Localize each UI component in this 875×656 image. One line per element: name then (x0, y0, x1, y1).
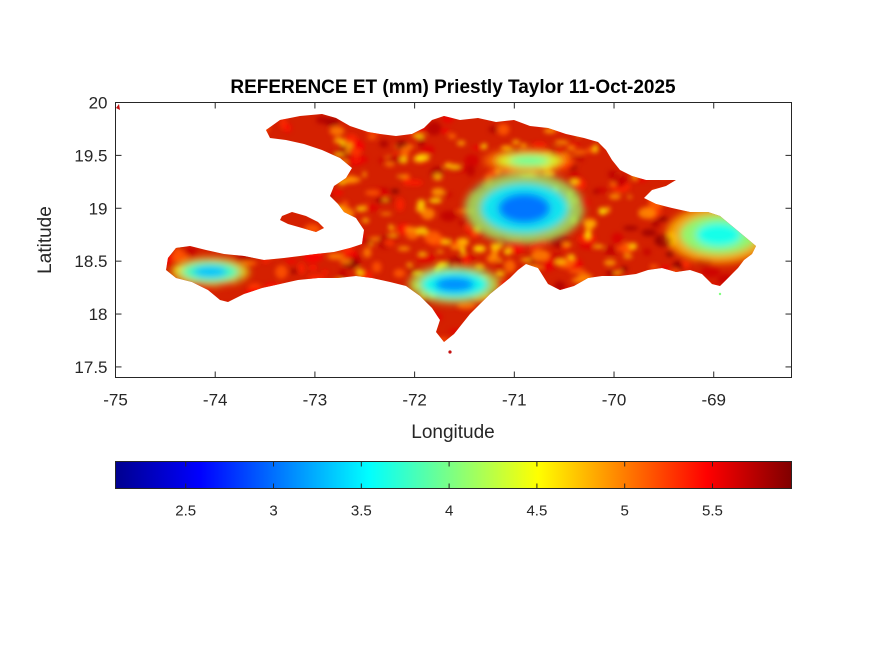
x-tick-label: -69 (701, 391, 726, 410)
low-et-core (498, 193, 551, 224)
colorbar-tick-label: 4.5 (526, 503, 547, 520)
colorbar-tick-label: 5.5 (702, 503, 723, 520)
x-axis-label: Longitude (411, 422, 494, 443)
y-axis-ticks: 17.5 18 18.5 19 19.5 20 (74, 94, 792, 377)
islet (116, 104, 120, 110)
islet (718, 292, 722, 296)
low-et-core (434, 276, 475, 293)
colorbar-tick-label: 2.5 (175, 503, 196, 520)
x-tick-label: -72 (402, 391, 427, 410)
y-axis-label: Latitude (35, 206, 56, 274)
x-tick-label: -71 (502, 391, 527, 410)
y-tick-label: 19.5 (74, 146, 107, 165)
chart-title: REFERENCE ET (mm) Priestly Taylor 11-Oct… (230, 77, 676, 98)
colorbar-tick-label: 5 (621, 503, 629, 520)
y-tick-label: 19 (89, 199, 108, 218)
low-et-core (509, 155, 550, 166)
y-tick-label: 17.5 (74, 358, 107, 377)
colorbar-ticks: 2.5 3 3.5 4 4.5 5 5.5 (175, 461, 723, 520)
x-axis-ticks: -75 -74 -73 -72 -71 -70 -69 (103, 102, 726, 410)
islet (448, 350, 452, 354)
x-tick-label: -74 (203, 391, 228, 410)
low-et-core (193, 265, 228, 278)
x-tick-label: -73 (303, 391, 328, 410)
colorbar-tick-label: 3.5 (351, 503, 372, 520)
y-tick-label: 18.5 (74, 252, 107, 271)
colorbar (115, 461, 792, 489)
x-tick-label: -70 (602, 391, 627, 410)
x-tick-label: -75 (103, 391, 128, 410)
colorbar-tick-label: 4 (445, 503, 453, 520)
low-et-core (695, 222, 742, 247)
y-tick-label: 20 (89, 94, 108, 113)
colorbar-tick-label: 3 (269, 503, 277, 520)
y-tick-label: 18 (89, 305, 108, 324)
